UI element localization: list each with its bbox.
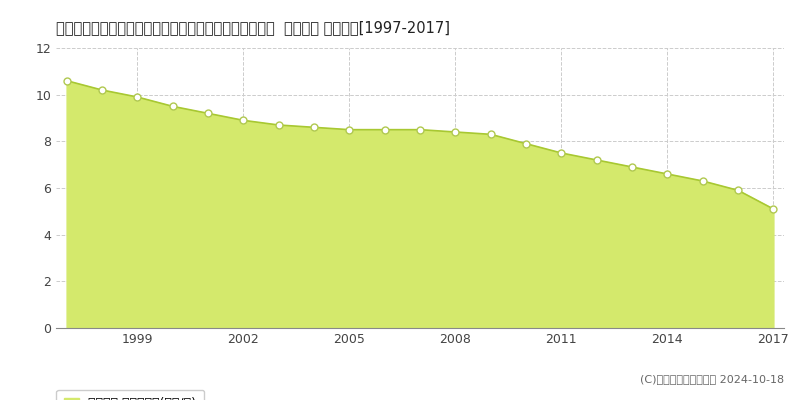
Point — [732, 187, 745, 194]
Point — [95, 87, 108, 93]
Point — [272, 122, 285, 128]
Point — [378, 126, 391, 133]
Point — [237, 117, 250, 124]
Point — [60, 78, 73, 84]
Point — [343, 126, 356, 133]
Point — [767, 206, 780, 212]
Text: 宮崎県児湯郡都農町大字川北字都農中町４８６３番１内  基準地価 地価推移[1997-2017]: 宮崎県児湯郡都農町大字川北字都農中町４８６３番１内 基準地価 地価推移[1997… — [56, 20, 450, 35]
Point — [626, 164, 638, 170]
Legend: 基準地価 平均坪単価(万円/坪): 基準地価 平均坪単価(万円/坪) — [56, 390, 204, 400]
Point — [414, 126, 426, 133]
Point — [202, 110, 214, 116]
Point — [166, 103, 179, 110]
Point — [661, 171, 674, 177]
Point — [307, 124, 320, 130]
Point — [520, 140, 533, 147]
Point — [590, 157, 603, 163]
Point — [449, 129, 462, 135]
Point — [484, 131, 497, 138]
Point — [696, 178, 709, 184]
Point — [131, 94, 144, 100]
Point — [555, 150, 568, 156]
Text: (C)土地価格ドットコム 2024-10-18: (C)土地価格ドットコム 2024-10-18 — [640, 374, 784, 384]
